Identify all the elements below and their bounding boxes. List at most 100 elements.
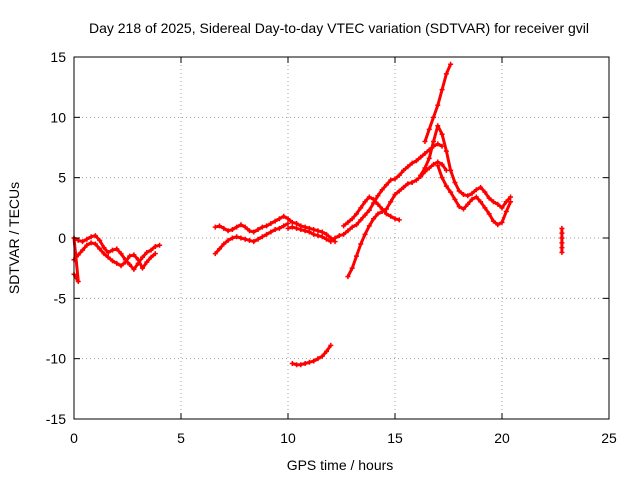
data-point [401,167,407,173]
data-point [469,196,475,202]
data-point [375,193,381,199]
data-point [431,114,437,120]
series-trace [330,142,443,242]
data-point [285,216,291,222]
data-point [431,138,437,144]
data-point [456,204,462,210]
data-point [482,189,488,195]
data-point [114,260,120,266]
data-point [264,231,270,237]
data-point [148,247,154,253]
series-sat-l [435,163,514,228]
data-point [388,177,394,183]
data-point [409,160,415,166]
series-sat-m [559,225,565,255]
data-point [110,258,116,264]
data-point [255,236,261,242]
data-point [289,224,295,230]
data-point [375,211,381,217]
data-point [439,175,445,181]
data-point [225,228,231,234]
data-point [311,358,317,364]
data-point [225,237,231,243]
data-point [268,221,274,227]
data-point [435,102,441,108]
data-point [276,216,282,222]
data-point [375,201,381,207]
data-point [302,228,308,234]
data-point [499,205,505,211]
data-point [448,61,454,67]
data-point [341,223,347,229]
data-point [422,151,428,157]
data-point [396,217,402,223]
data-point [478,199,484,205]
data-point [396,172,402,178]
data-point [251,229,257,235]
y-axis-ticks: -15 -10 -5 0 5 10 15 [46,49,609,427]
data-point [413,177,419,183]
series-trace [72,234,161,283]
data-point [88,234,94,240]
data-point [319,353,325,359]
series-sat-c [212,221,291,257]
series-sat-j [418,123,514,211]
data-point [319,229,325,235]
data-point [285,225,291,231]
data-point [362,199,368,205]
data-point [75,237,81,243]
data-point [426,165,432,171]
data-point [392,192,398,198]
data-point [353,253,359,259]
data-point [345,274,351,280]
x-tick-label: 15 [387,430,403,446]
y-tick-label: 0 [58,230,66,246]
data-point [452,179,458,185]
data-point [559,245,565,251]
data-point [101,245,107,251]
data-point [366,194,372,200]
data-point [443,71,449,77]
data-point [426,126,432,132]
data-point [246,228,252,234]
data-point [379,187,385,193]
data-point [144,259,150,265]
data-point [80,247,86,253]
x-tick-label: 0 [70,430,78,446]
data-point [465,201,471,207]
series-trace [436,165,512,227]
data-point [345,228,351,234]
y-tick-label: 10 [50,109,66,125]
data-point [490,199,496,205]
data-point [396,188,402,194]
y-tick-label: -5 [54,290,67,306]
grid-lines [74,57,609,419]
data-point [328,237,334,243]
data-point [418,154,424,160]
data-point [152,243,158,249]
data-point [289,219,295,225]
data-point [311,227,317,233]
data-point [508,194,514,200]
data-point [422,138,428,144]
data-point [503,199,509,205]
data-point [75,278,81,284]
data-point [443,183,449,189]
data-point [353,211,359,217]
data-point [229,235,235,241]
data-point [92,233,98,239]
data-point [388,213,394,219]
data-point [229,227,235,233]
data-point [92,241,98,247]
data-point [306,359,312,365]
data-point [259,224,265,230]
data-point [122,259,128,265]
data-point [268,229,274,235]
data-point [319,234,325,240]
data-point [234,224,240,230]
data-point [221,241,227,247]
data-point [349,265,355,271]
data-point [443,148,449,154]
data-point [97,237,103,243]
data-point [139,254,145,260]
